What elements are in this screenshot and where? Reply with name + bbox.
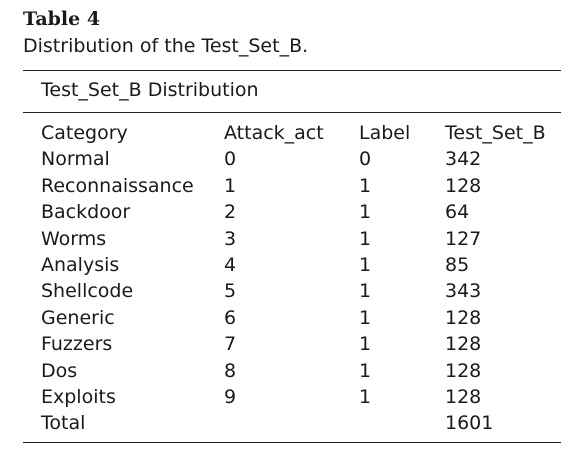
cell-attack-act: 2 (224, 201, 237, 224)
cell-attack-act: 4 (224, 254, 237, 277)
cell-category: Shellcode (41, 280, 134, 303)
cell-category: Fuzzers (41, 333, 113, 356)
cell-label: 1 (359, 359, 372, 382)
table-caption-text: Distribution of the Test_Set_B. (23, 35, 309, 57)
table-row: Worms 3 1 127 (41, 226, 565, 252)
cell-attack-act (224, 410, 359, 436)
table-total-row: Total 1601 (41, 410, 565, 436)
cell-label: 1 (359, 201, 372, 224)
table-bottom-rule (23, 442, 561, 443)
table-row: Generic 6 1 128 (41, 305, 565, 331)
cell-attack-act: 0 (224, 148, 237, 171)
table-row: Exploits 9 1 128 (41, 384, 565, 410)
cell-category: Reconnaissance (41, 174, 194, 197)
table-row: Backdoor 2 1 64 (41, 199, 565, 225)
cell-count: 127 (445, 227, 482, 250)
cell-category: Dos (41, 359, 78, 382)
cell-label: 1 (359, 386, 372, 409)
table-row: Normal 0 0 342 (41, 146, 565, 172)
cell-category: Normal (41, 148, 110, 171)
cell-attack-act: 1 (224, 174, 237, 197)
table-caption-label: Table 4 (23, 8, 101, 30)
cell-count: 343 (445, 280, 482, 303)
cell-category: Analysis (41, 254, 120, 277)
cell-count: 85 (445, 254, 470, 277)
cell-attack-act: 7 (224, 333, 237, 356)
column-header-attack-act: Attack_act (224, 122, 324, 144)
column-header-test-set-b: Test_Set_B (445, 122, 546, 144)
cell-attack-act: 9 (224, 386, 237, 409)
cell-label: 1 (359, 280, 372, 303)
cell-total-label: Total (41, 412, 86, 435)
cell-label: 1 (359, 174, 372, 197)
cell-attack-act: 5 (224, 280, 237, 303)
table-row: Reconnaissance 1 1 128 (41, 173, 565, 199)
column-header-category: Category (41, 122, 128, 144)
table-row: Analysis 4 1 85 (41, 252, 565, 278)
cell-count: 128 (445, 174, 482, 197)
cell-label: 1 (359, 254, 372, 277)
cell-count: 128 (445, 333, 482, 356)
cell-count: 128 (445, 359, 482, 382)
cell-category: Worms (41, 227, 107, 250)
cell-attack-act: 8 (224, 359, 237, 382)
table-row: Dos 8 1 128 (41, 358, 565, 384)
cell-count: 342 (445, 148, 482, 171)
cell-label (359, 410, 445, 436)
cell-attack-act: 6 (224, 306, 237, 329)
distribution-table: Category Attack_act Label Test_Set_B Nor… (41, 120, 565, 437)
table-top-rule (23, 70, 561, 71)
cell-label: 0 (359, 148, 372, 171)
cell-count: 128 (445, 386, 482, 409)
cell-category: Exploits (41, 386, 116, 409)
table-header-row: Category Attack_act Label Test_Set_B (41, 120, 565, 146)
cell-category: Backdoor (41, 201, 131, 224)
cell-total-count: 1601 (445, 412, 494, 435)
cell-count: 128 (445, 306, 482, 329)
cell-category: Generic (41, 306, 115, 329)
cell-count: 64 (445, 201, 470, 224)
table-row: Fuzzers 7 1 128 (41, 331, 565, 357)
table-row: Shellcode 5 1 343 (41, 278, 565, 304)
cell-attack-act: 3 (224, 227, 237, 250)
table-heading-rule (23, 112, 561, 113)
cell-label: 1 (359, 227, 372, 250)
cell-label: 1 (359, 333, 372, 356)
table-section-heading: Test_Set_B Distribution (41, 79, 259, 101)
column-header-label: Label (359, 122, 411, 144)
cell-label: 1 (359, 306, 372, 329)
